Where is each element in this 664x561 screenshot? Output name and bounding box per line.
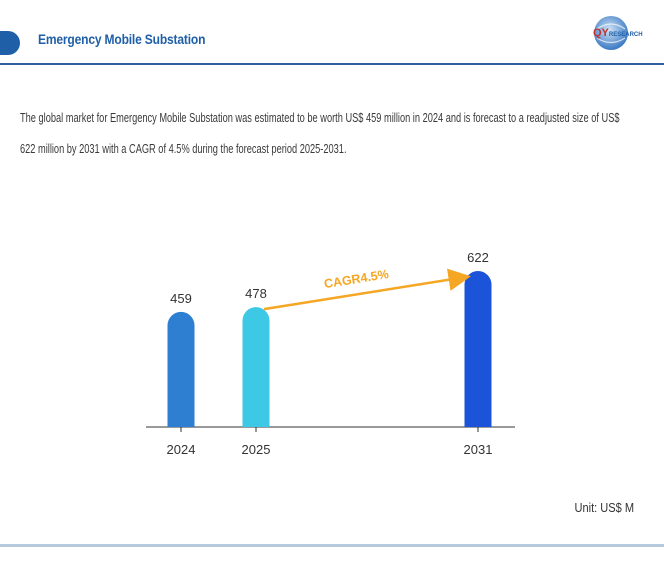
data-label-2025: 478 bbox=[245, 286, 267, 301]
qyresearch-logo: QYRESEARCH bbox=[589, 7, 649, 61]
x-tick-label-2031: 2031 bbox=[464, 442, 493, 457]
page-title: Emergency Mobile Substation bbox=[38, 31, 206, 47]
logo-wordmark: QYRESEARCH bbox=[593, 27, 643, 39]
cagr-arrow bbox=[263, 268, 471, 311]
globe-icon bbox=[594, 16, 628, 50]
footer-divider bbox=[0, 544, 664, 547]
x-tick-label-2024: 2024 bbox=[167, 442, 196, 457]
data-label-2031: 622 bbox=[467, 250, 489, 265]
x-tick-label-2025: 2025 bbox=[242, 442, 271, 457]
header-accent-tab bbox=[0, 31, 20, 55]
unit-label: Unit: US$ M bbox=[574, 500, 634, 515]
cagr-annotation: CAGR4.5% bbox=[323, 267, 390, 291]
bar-2024 bbox=[167, 311, 195, 427]
bar-2025 bbox=[242, 307, 270, 427]
header-divider bbox=[0, 63, 664, 65]
data-label-2024: 459 bbox=[170, 291, 192, 306]
bar-2031 bbox=[464, 271, 492, 427]
market-summary: The global market for Emergency Mobile S… bbox=[20, 111, 620, 156]
